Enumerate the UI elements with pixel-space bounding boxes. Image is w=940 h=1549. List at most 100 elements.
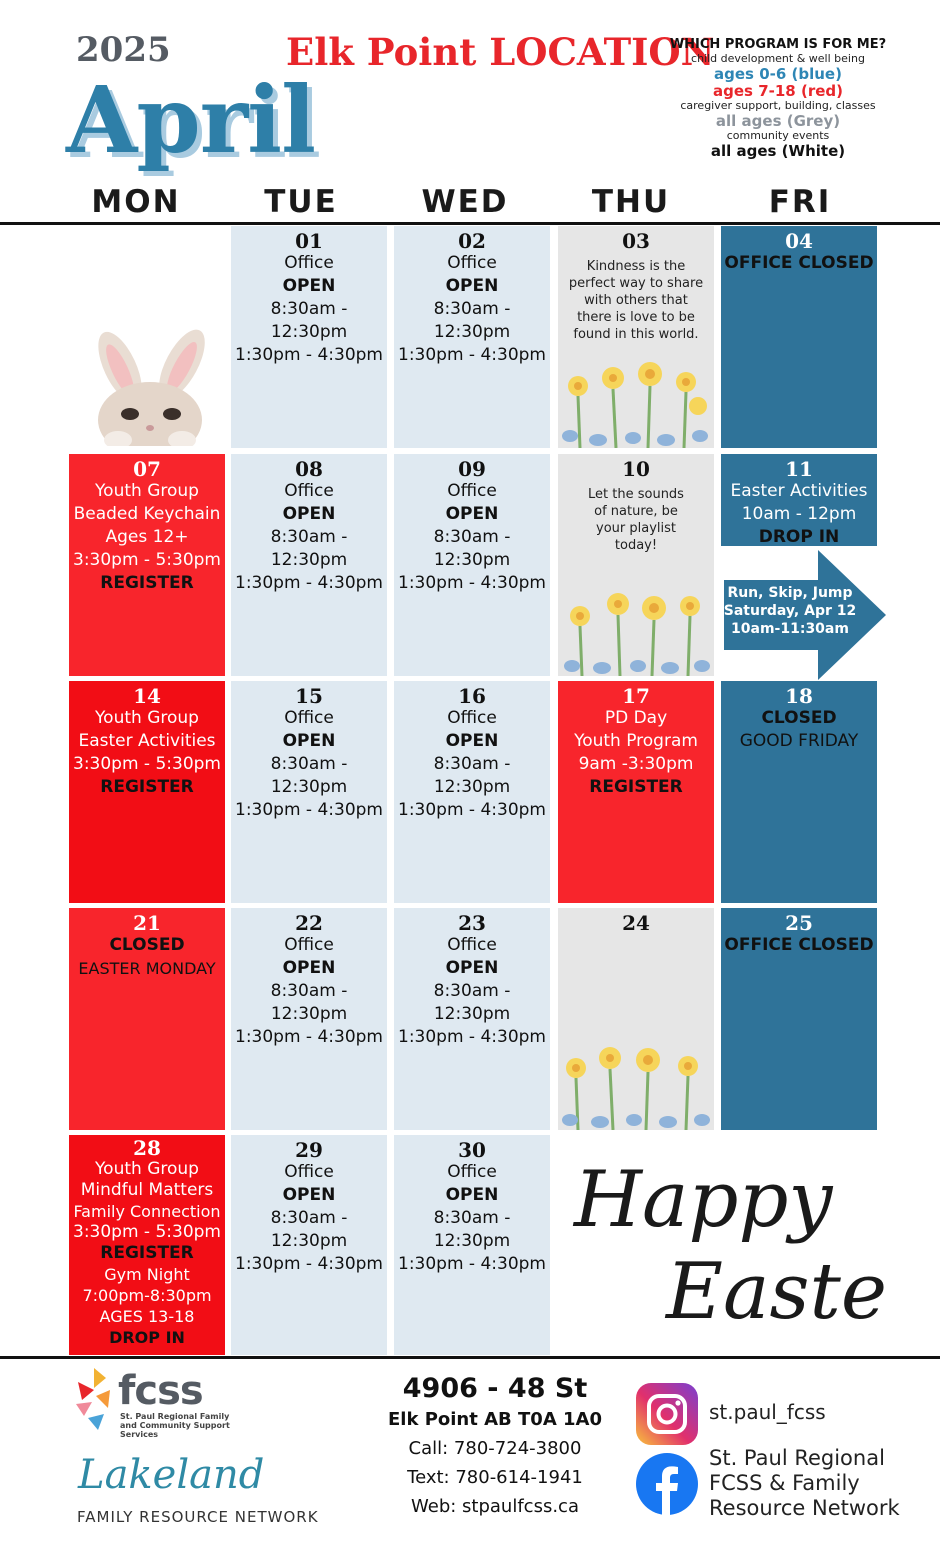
- location-title: Elk Point LOCATION: [286, 30, 715, 74]
- holiday-label: GOOD FRIDAY: [739, 731, 859, 751]
- saturday-event-time: 10am-11:30am: [731, 621, 849, 637]
- event-time: 3:30pm - 5:30pm: [73, 1222, 221, 1242]
- day-number: 23: [458, 911, 486, 935]
- event-time: 9am -3:30pm: [578, 754, 694, 774]
- gym-night-ages: AGES 13-18: [99, 1307, 195, 1326]
- legend-white-desc: community events: [726, 128, 830, 142]
- day-cell-21: 21 CLOSED EASTER MONDAY: [69, 908, 225, 1130]
- saturday-event-text: Run, Skip, Jump Saturday, Apr 12 10am-11…: [722, 584, 858, 638]
- contact-block: 4906 - 48 St Elk Point AB T0A 1A0 Call: …: [360, 1372, 630, 1521]
- instagram-icon[interactable]: [636, 1383, 698, 1445]
- morning-hours: 8:30am - 12:30pm: [433, 299, 511, 342]
- open-label: OPEN: [282, 1185, 336, 1205]
- day-header-wed: WED: [421, 184, 509, 220]
- open-label: OPEN: [282, 958, 336, 978]
- day-cell-23: 23 Office OPEN 8:30am - 12:30pm 1:30pm -…: [394, 908, 550, 1130]
- closed-label: CLOSED: [761, 708, 837, 728]
- office-label: Office: [447, 708, 497, 728]
- day-cell-10: 10 Let the sounds of nature, be your pla…: [558, 454, 714, 676]
- office-label: Office: [447, 935, 497, 955]
- day-number: 18: [785, 684, 813, 708]
- header-divider: [0, 222, 940, 225]
- day-cell-28: 28 Youth Group Mindful Matters Family Co…: [69, 1135, 225, 1355]
- daffodil-illustration: [564, 593, 710, 676]
- day-number: 09: [458, 457, 486, 481]
- event-title: Youth Group: [95, 1159, 199, 1179]
- saturday-event-title: Run, Skip, Jump: [727, 585, 853, 601]
- day-cell-30: 30 Office OPEN 8:30am - 12:30pm 1:30pm -…: [394, 1135, 550, 1355]
- afternoon-hours: 1:30pm - 4:30pm: [398, 345, 546, 365]
- day-number: 21: [133, 911, 161, 935]
- day-cell-11: 11 Easter Activities 10am - 12pm DROP IN: [721, 454, 877, 546]
- text-number[interactable]: Text: 780-614-1941: [407, 1467, 583, 1488]
- event-subtitle: Youth Program: [574, 731, 698, 751]
- year-label: 2025: [76, 30, 171, 70]
- facebook-page-name[interactable]: St. Paul Regional FCSS & Family Resource…: [709, 1446, 900, 1521]
- facebook-line-2: FCSS & Family: [709, 1471, 860, 1495]
- happy-easter-word-1: Happy: [572, 1155, 833, 1245]
- closed-label: CLOSED: [109, 935, 185, 955]
- street-address: 4906 - 48 St: [402, 1373, 588, 1404]
- morning-hours: 8:30am - 12:30pm: [270, 299, 348, 342]
- website-link[interactable]: Web: stpaulfcss.ca: [411, 1496, 579, 1517]
- drop-in-label: DROP IN: [758, 527, 840, 546]
- office-label: Office: [447, 253, 497, 273]
- city-address: Elk Point AB T0A 1A0: [387, 1409, 602, 1430]
- event-time: 10am - 12pm: [741, 504, 857, 524]
- call-number[interactable]: Call: 780-724-3800: [408, 1438, 582, 1459]
- day-cell-09: 09 Office OPEN 8:30am - 12:30pm 1:30pm -…: [394, 454, 550, 676]
- day-header-mon: MON: [91, 184, 181, 220]
- daffodil-illustration: [562, 1047, 710, 1130]
- saturday-event-arrow: [724, 550, 886, 680]
- morning-hours: 8:30am - 12:30pm: [270, 1208, 348, 1251]
- legend-grey-desc: caregiver support, building, classes: [680, 99, 876, 113]
- day-number: 01: [295, 229, 323, 253]
- day-number: 16: [458, 684, 486, 708]
- event-time: 3:30pm - 5:30pm: [73, 550, 221, 570]
- day-cell-14: 14 Youth Group Easter Activities 3:30pm …: [69, 681, 225, 903]
- day-header-tue: TUE: [264, 184, 338, 220]
- kindness-quote: Kindness is the perfect way to share wit…: [568, 259, 704, 342]
- day-header-thu: THU: [591, 184, 671, 220]
- day-number: 28: [133, 1136, 161, 1160]
- open-label: OPEN: [282, 731, 336, 751]
- morning-hours: 8:30am - 12:30pm: [433, 527, 511, 570]
- event-title: PD Day: [604, 708, 668, 728]
- gym-night-time: 7:00pm-8:30pm: [82, 1286, 212, 1305]
- day-cell-03: 03 Kindness is the perfect way to share …: [558, 226, 714, 448]
- open-label: OPEN: [445, 731, 499, 751]
- day-number: 29: [295, 1138, 323, 1162]
- open-label: OPEN: [282, 504, 336, 524]
- register-label: REGISTER: [100, 1243, 194, 1263]
- office-label: Office: [284, 253, 334, 273]
- instagram-handle[interactable]: st.paul_fcss: [709, 1400, 826, 1424]
- office-label: Office: [284, 935, 334, 955]
- open-label: OPEN: [282, 276, 336, 296]
- legend-red-label: ages 7-18 (red): [713, 81, 843, 100]
- event-ages: Ages 12+: [105, 527, 189, 547]
- event-subtitle: Easter Activities: [78, 731, 216, 751]
- day-cell-24: 24: [558, 908, 714, 1130]
- nature-quote: Let the sounds of nature, be your playli…: [588, 487, 684, 553]
- day-number: 30: [458, 1138, 486, 1162]
- office-closed-label: OFFICE CLOSED: [724, 935, 874, 955]
- event-subtitle: Beaded Keychain: [73, 504, 221, 524]
- day-cell-04: 04 OFFICE CLOSED: [721, 226, 877, 448]
- day-cell-08: 08 Office OPEN 8:30am - 12:30pm 1:30pm -…: [231, 454, 387, 676]
- office-label: Office: [447, 481, 497, 501]
- event-subtitle: Mindful Matters: [80, 1180, 214, 1200]
- legend-blue-label: ages 0-6 (blue): [714, 64, 842, 83]
- facebook-line-3: Resource Network: [709, 1496, 900, 1520]
- morning-hours: 8:30am - 12:30pm: [270, 981, 348, 1024]
- facebook-icon[interactable]: [636, 1453, 698, 1515]
- saturday-event-date: Saturday, Apr 12: [723, 603, 857, 619]
- morning-hours: 8:30am - 12:30pm: [270, 754, 348, 797]
- open-label: OPEN: [445, 504, 499, 524]
- morning-hours: 8:30am - 12:30pm: [433, 754, 511, 797]
- footer-divider: [0, 1356, 940, 1359]
- program-legend: WHICH PROGRAM IS FOR ME? child developme…: [660, 37, 896, 160]
- daffodil-illustration: [562, 362, 708, 448]
- day-cell-25: 25 OFFICE CLOSED: [721, 908, 877, 1130]
- afternoon-hours: 1:30pm - 4:30pm: [235, 573, 383, 593]
- open-label: OPEN: [445, 276, 499, 296]
